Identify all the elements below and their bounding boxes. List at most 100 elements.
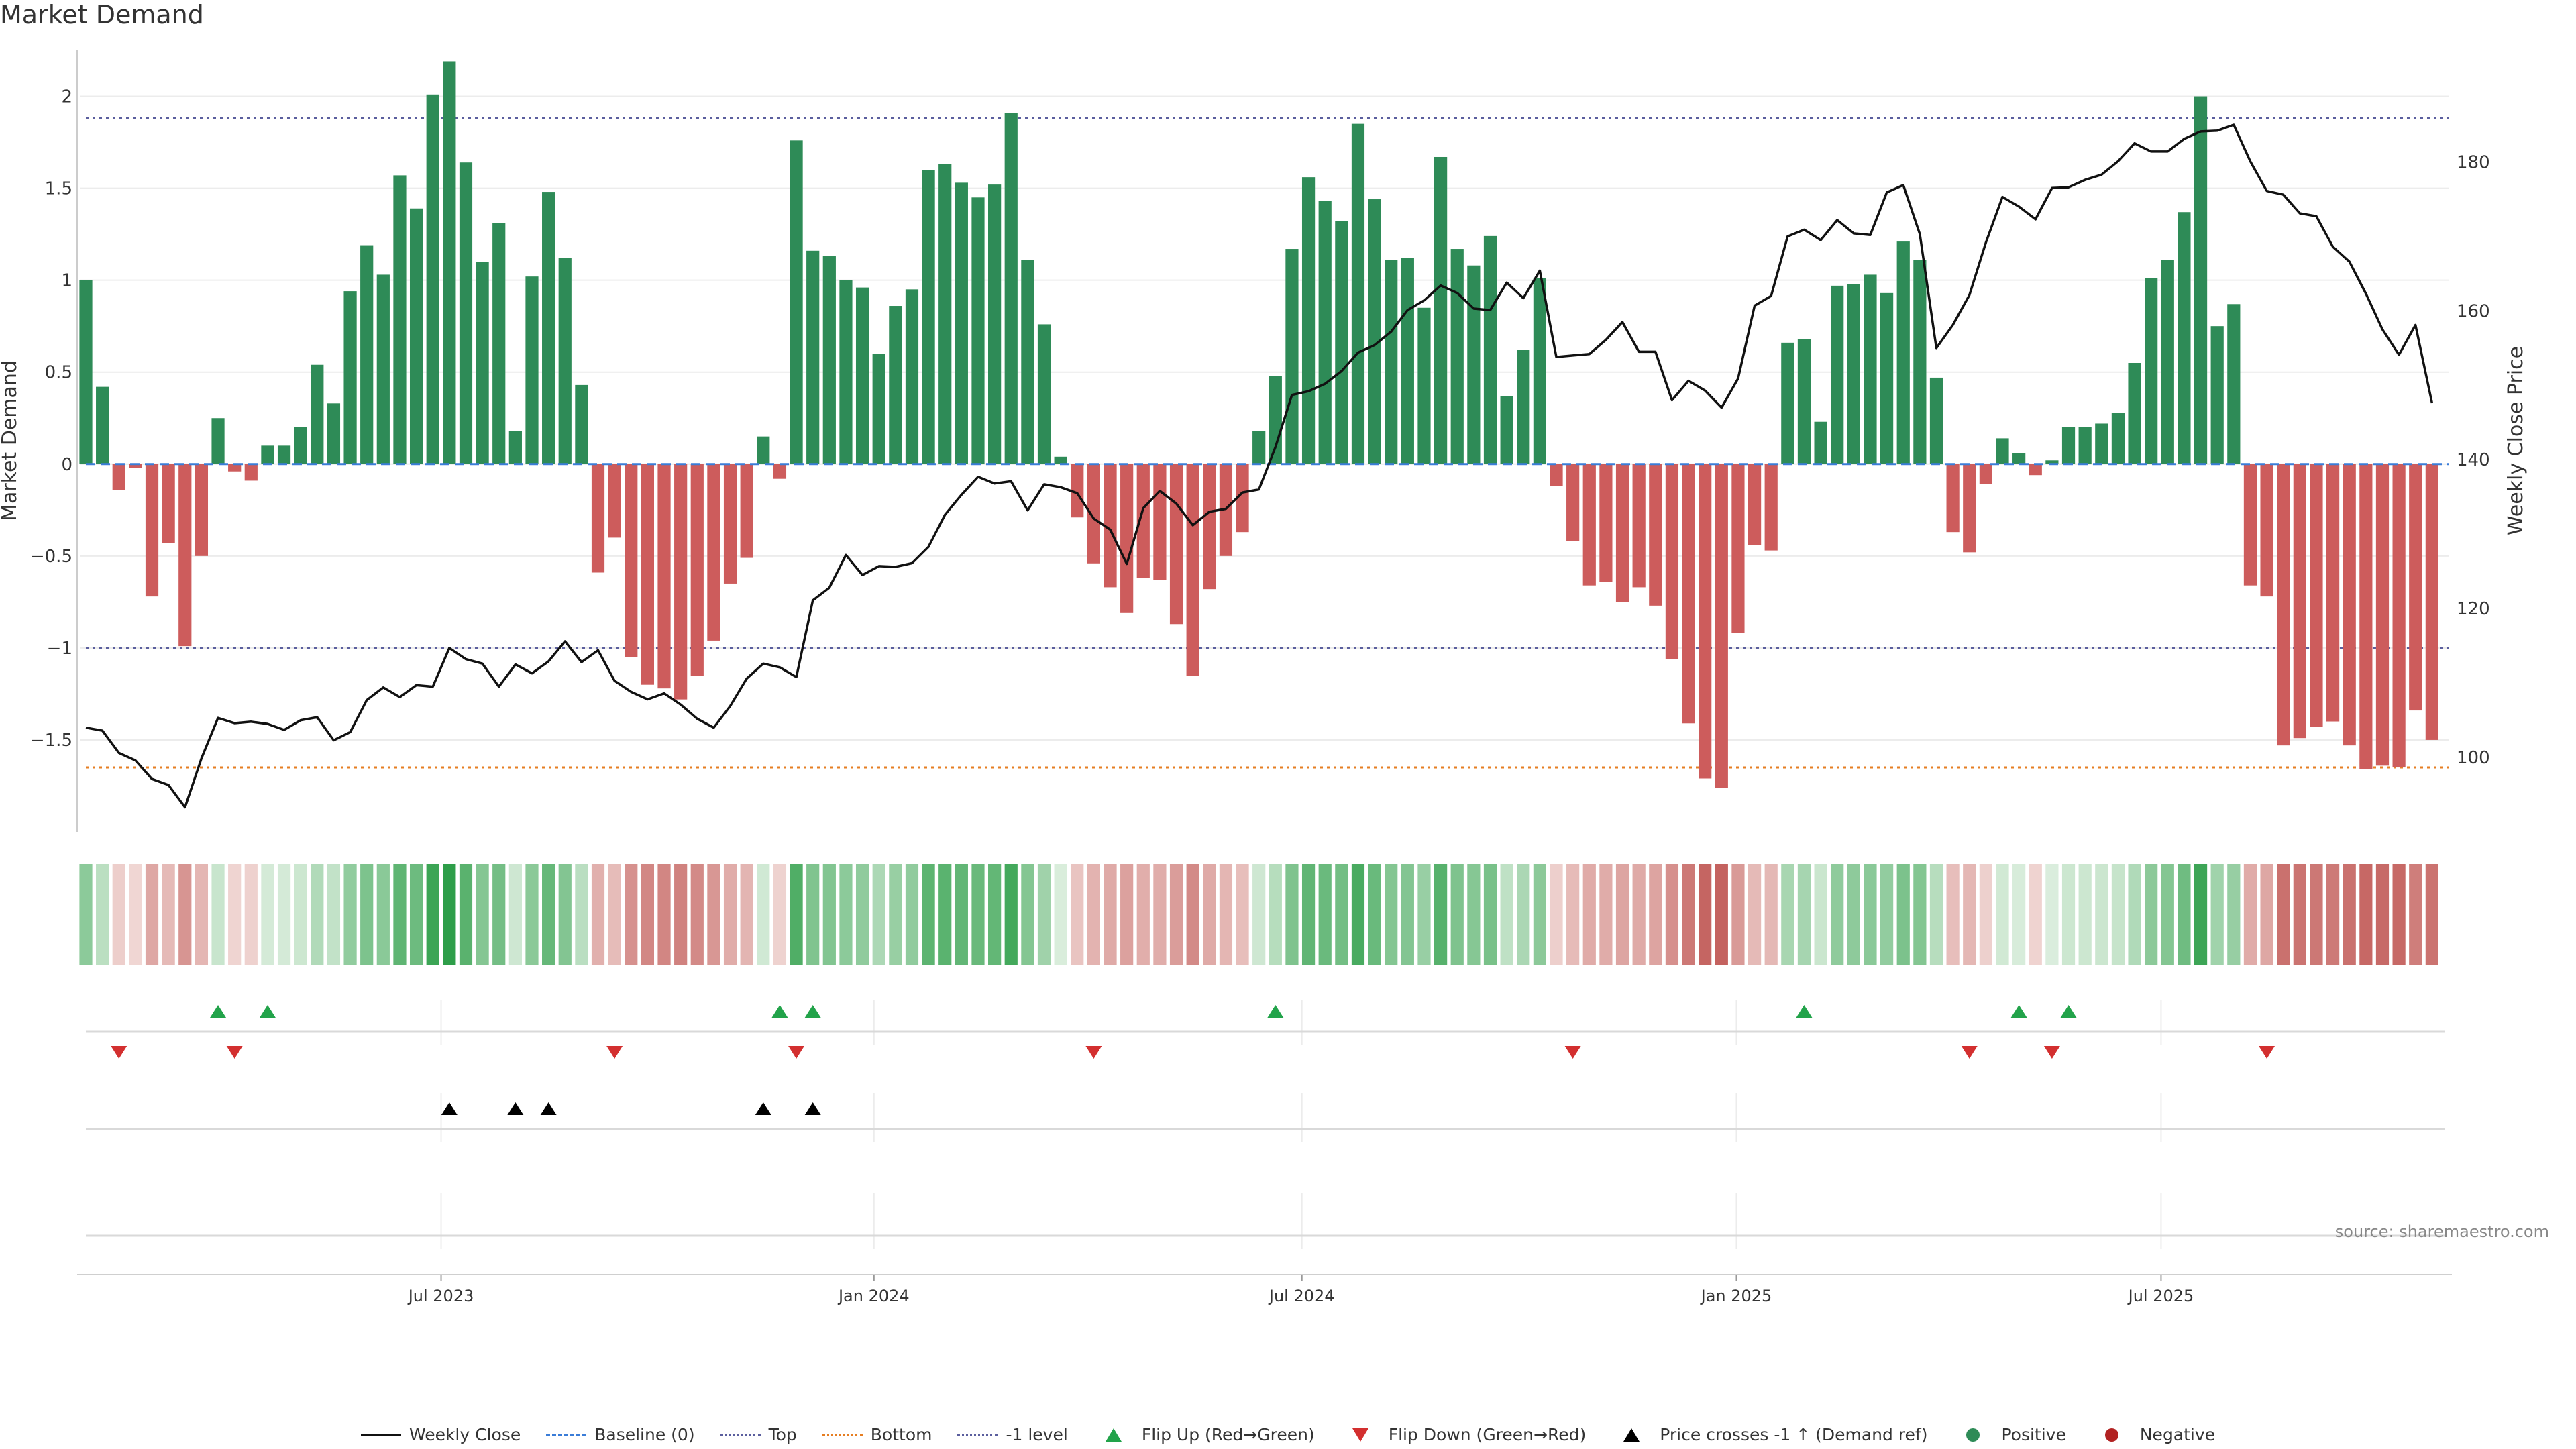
y-right-tick-label: 100 <box>2457 748 2490 768</box>
demand-bar-negative <box>1186 464 1199 676</box>
heat-strip-cell <box>1566 864 1580 965</box>
heat-strip-cell <box>1385 864 1398 965</box>
heat-strip-cell <box>1252 864 1266 965</box>
demand-bar-positive <box>1847 284 1860 464</box>
demand-bar-negative <box>1665 464 1679 659</box>
demand-bar-negative <box>608 464 621 538</box>
demand-bar-negative <box>1120 464 1134 613</box>
demand-bar-positive <box>1913 260 1927 464</box>
demand-bar-negative <box>1566 464 1580 541</box>
price-cross-marker <box>804 1102 821 1115</box>
demand-bar-positive <box>822 256 836 464</box>
demand-bar-positive <box>542 192 555 464</box>
flip-up-marker <box>1796 1005 1813 1018</box>
heat-strip-cell <box>740 864 753 965</box>
demand-bar-positive <box>558 258 572 464</box>
heat-strip-cell <box>1500 864 1513 965</box>
y-tick-label: 0.5 <box>45 363 72 383</box>
demand-bar-positive <box>806 250 820 464</box>
legend-label: Negative <box>2139 1425 2216 1444</box>
heat-strip-cell <box>1301 864 1316 965</box>
demand-bar-negative <box>2326 464 2340 722</box>
heat-strip-cell <box>2326 864 2340 965</box>
chart-title: Market Demand <box>0 0 204 30</box>
demand-bar-positive <box>2227 304 2241 464</box>
demand-bar-positive <box>2161 260 2174 464</box>
heat-strip-cell <box>426 864 439 965</box>
legend-label: Baseline (0) <box>594 1425 695 1444</box>
demand-bar-positive <box>211 418 225 464</box>
demand-bar-negative <box>740 464 753 558</box>
heat-strip-cell <box>376 864 390 965</box>
heat-strip-cell <box>1351 864 1365 965</box>
heat-strip-cell <box>558 864 572 965</box>
heat-strip-cell <box>707 864 720 965</box>
heat-strip-cell <box>1417 864 1431 965</box>
heat-strip-cell <box>625 864 638 965</box>
heat-strip-cell <box>1731 864 1745 965</box>
heat-strip-cell <box>277 864 291 965</box>
heat-strip-cell <box>2243 864 2257 965</box>
heat-strip-cell <box>476 864 489 965</box>
heat-strip-cell <box>690 864 704 965</box>
heat-strip-cell <box>1682 864 1695 965</box>
demand-bar-positive <box>855 287 869 464</box>
heat-strip-cell <box>575 864 588 965</box>
flip-down-marker <box>226 1046 243 1059</box>
heat-strip-cell <box>872 864 885 965</box>
heat-strip-cell <box>1186 864 1199 965</box>
heat-strip-cell <box>343 864 357 965</box>
demand-bar-negative <box>1219 464 1233 556</box>
y-axis-title: Market Demand <box>0 360 21 521</box>
heat-strip-cell <box>2194 864 2208 965</box>
demand-bar-positive <box>1450 249 1464 464</box>
demand-bar-positive <box>1896 241 1910 464</box>
flip-up-marker <box>1267 1005 1284 1018</box>
legend-dot-swatch <box>720 1427 761 1443</box>
demand-bar-positive <box>2111 413 2125 464</box>
demand-bar-positive <box>938 164 952 464</box>
heat-strip-cell <box>459 864 473 965</box>
heat-strip-cell <box>1665 864 1679 965</box>
demand-bar-positive <box>1434 156 1448 464</box>
demand-bar-negative <box>2375 464 2390 766</box>
demand-bar-positive <box>1996 438 2009 464</box>
price-cross-marker <box>441 1102 458 1115</box>
x-tick-label: Jul 2023 <box>407 1287 474 1305</box>
demand-bar-negative <box>625 464 638 657</box>
demand-bar-positive <box>1037 324 1051 464</box>
heat-strip-cell <box>2178 864 2191 965</box>
demand-bar-positive <box>839 280 853 464</box>
demand-bar-negative <box>1599 464 1613 582</box>
legend-label: Bottom <box>870 1425 932 1444</box>
demand-bar-positive <box>1533 278 1546 464</box>
heat-strip-cell <box>1913 864 1927 965</box>
demand-bar-negative <box>1649 464 1662 606</box>
heat-strip-cell <box>2310 864 2323 965</box>
demand-bar-negative <box>1979 464 1992 484</box>
heat-strip-cell <box>1269 864 1282 965</box>
heat-strip-cell <box>723 864 737 965</box>
heat-strip-cell <box>1814 864 1827 965</box>
heat-strip-cell <box>1054 864 1067 965</box>
heat-strip-cell <box>112 864 125 965</box>
demand-bar-negative <box>2029 464 2042 476</box>
heat-strip-cell <box>145 864 159 965</box>
demand-bar-positive <box>376 274 390 464</box>
demand-bar-positive <box>1269 376 1282 464</box>
triangle-up-icon <box>1623 1428 1640 1442</box>
demand-bar-negative <box>1715 464 1728 788</box>
demand-bar-positive <box>1385 260 1398 464</box>
demand-bar-negative <box>1071 464 1084 518</box>
heat-strip-cell <box>2392 864 2406 965</box>
heat-strip-cell <box>806 864 820 965</box>
demand-bar-positive <box>2128 363 2141 464</box>
demand-bar-negative <box>641 464 655 685</box>
demand-bar-positive <box>476 262 489 464</box>
heat-strip-cell <box>938 864 952 965</box>
demand-bar-positive <box>1351 123 1365 464</box>
weekly-close-line <box>85 123 2434 809</box>
demand-bar-positive <box>1831 285 1844 464</box>
demand-bar-positive <box>1368 199 1381 464</box>
flip-up-marker <box>210 1005 227 1018</box>
